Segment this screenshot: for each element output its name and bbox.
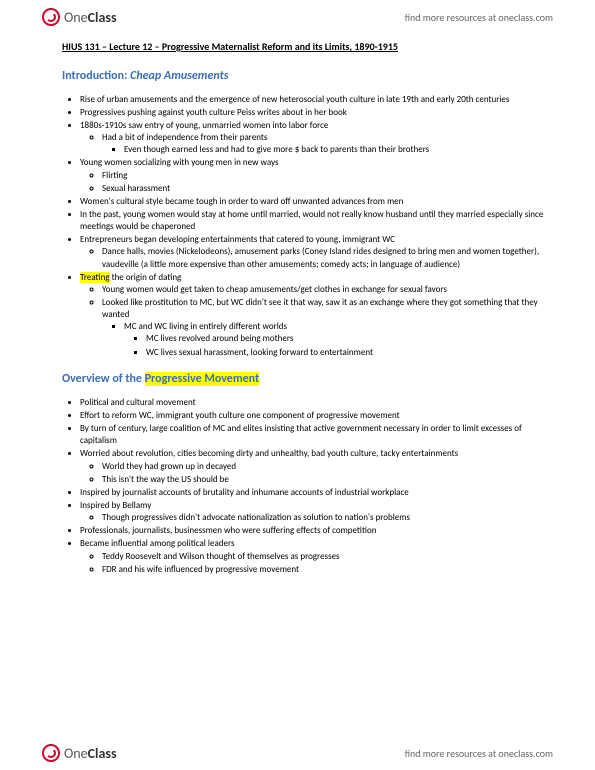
list-item: Dance halls, movies (Nickelodeons), amus…	[102, 246, 545, 270]
list-text: Became influential among political leade…	[80, 538, 234, 549]
resources-link-bottom[interactable]: find more resources at oneclass.com	[405, 747, 553, 760]
sub-list: Had a bit of independence from their par…	[80, 132, 545, 156]
logo-icon	[42, 8, 60, 26]
sub-sub-sub-list: MC lives revolved around being mothers W…	[124, 333, 545, 358]
list-item: Professionals, journalists, businessmen …	[80, 525, 545, 537]
sub-sub-list: MC and WC living in entirely different w…	[102, 321, 545, 358]
intro-label: Introduction:	[62, 69, 130, 83]
list-item: Sexual harassment	[102, 183, 545, 195]
sub-list: Dance halls, movies (Nickelodeons), amus…	[80, 246, 545, 270]
list-text: Inspired by Bellamy	[80, 500, 151, 511]
section-overview-title: Overview of the Progressive Movement	[62, 371, 545, 387]
list-text: the origin of dating	[110, 272, 182, 283]
overview-highlight: Progressive Movement	[145, 372, 259, 386]
list-item: Effort to reform WC, immigrant youth cul…	[80, 410, 545, 422]
list-text: Had a bit of independence from their par…	[102, 132, 267, 143]
list-item: By turn of century, large coalition of M…	[80, 423, 545, 447]
section-intro-title: Introduction: Cheap Amusements	[62, 68, 545, 84]
list-item: Though progressives didn't advocate nati…	[102, 512, 545, 524]
resources-link-top[interactable]: find more resources at oneclass.com	[405, 11, 553, 24]
list-item: Teddy Roosevelt and Wilson thought of th…	[102, 551, 545, 563]
list-item: MC and WC living in entirely different w…	[124, 321, 545, 358]
list-text: Looked like prostitution to MC, but WC d…	[102, 297, 538, 320]
logo-icon	[42, 744, 60, 762]
logo-text: OneClass	[64, 745, 117, 762]
list-item: Flirting	[102, 170, 545, 182]
brand-logo: OneClass	[42, 8, 117, 26]
list-item: Treating the origin of dating Young wome…	[80, 272, 545, 359]
list-item: WC lives sexual harassment, looking forw…	[146, 347, 545, 359]
list-item: Looked like prostitution to MC, but WC d…	[102, 297, 545, 359]
sub-list: World they had grown up in decayed This …	[80, 461, 545, 486]
list-text: Young women socializing with young men i…	[80, 157, 279, 168]
treating-highlight: Treating	[80, 272, 110, 283]
list-item: Had a bit of independence from their par…	[102, 132, 545, 156]
sub-list: Teddy Roosevelt and Wilson thought of th…	[80, 551, 545, 576]
list-item: Young women socializing with young men i…	[80, 157, 545, 194]
list-item: Young women would get taken to cheap amu…	[102, 284, 545, 296]
list-text: Worried about revolution, cities becomin…	[80, 448, 458, 459]
sub-sub-list: Even though earned less and had to give …	[102, 144, 545, 156]
list-item: World they had grown up in decayed	[102, 461, 545, 473]
list-item: FDR and his wife influenced by progressi…	[102, 564, 545, 576]
list-item: Progressives pushing against youth cultu…	[80, 107, 545, 119]
list-text: 1880s-1910s saw entry of young, unmarrie…	[80, 120, 328, 131]
list-item: Inspired by journalist accounts of bruta…	[80, 487, 545, 499]
sub-list: Young women would get taken to cheap amu…	[80, 284, 545, 359]
list-item: Became influential among political leade…	[80, 538, 545, 575]
list-item: In the past, young women would stay at h…	[80, 209, 545, 233]
sub-list: Though progressives didn't advocate nati…	[80, 512, 545, 524]
list-text: Entrepreneurs began developing entertain…	[80, 234, 395, 245]
list-item: Rise of urban amusements and the emergen…	[80, 94, 545, 106]
list-text: MC and WC living in entirely different w…	[124, 321, 287, 332]
list-item: MC lives revolved around being mothers	[146, 333, 545, 345]
list-item: Political and cultural movement	[80, 397, 545, 409]
document-content: HIUS 131 – Lecture 12 – Progressive Mate…	[62, 40, 545, 730]
sub-list: Flirting Sexual harassment	[80, 170, 545, 195]
list-item: This isn't the way the US should be	[102, 474, 545, 486]
page-header: OneClass find more resources at oneclass…	[0, 0, 595, 34]
list-item: Worried about revolution, cities becomin…	[80, 448, 545, 485]
list-item: Entrepreneurs began developing entertain…	[80, 234, 545, 270]
list-item: 1880s-1910s saw entry of young, unmarrie…	[80, 120, 545, 156]
overview-list: Political and cultural movement Effort t…	[62, 397, 545, 576]
list-item: Women's cultural style became tough in o…	[80, 196, 545, 208]
brand-logo-footer: OneClass	[42, 744, 117, 762]
page-footer: OneClass find more resources at oneclass…	[0, 736, 595, 770]
overview-label: Overview of the	[62, 372, 145, 386]
intro-list: Rise of urban amusements and the emergen…	[62, 94, 545, 359]
list-item: Even though earned less and had to give …	[124, 144, 545, 156]
logo-text: OneClass	[64, 9, 117, 26]
document-title: HIUS 131 – Lecture 12 – Progressive Mate…	[62, 40, 545, 54]
list-item: Inspired by Bellamy Though progressives …	[80, 500, 545, 524]
intro-italic: Cheap Amusements	[130, 69, 228, 83]
